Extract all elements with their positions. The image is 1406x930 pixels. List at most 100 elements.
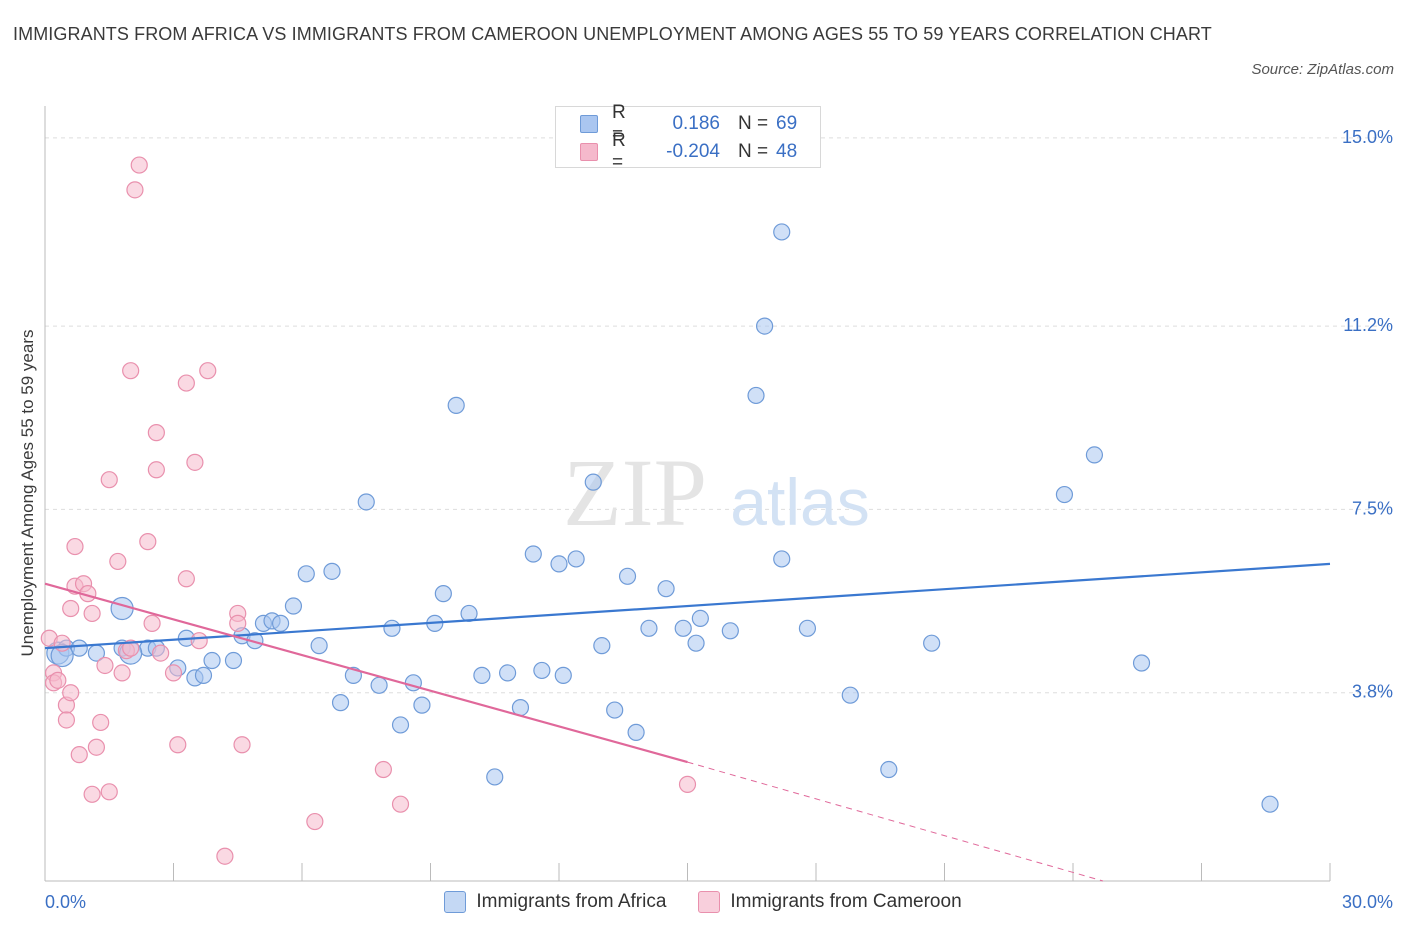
legend-n-label: N = bbox=[738, 141, 769, 162]
africa-point bbox=[391, 716, 410, 734]
africa-point bbox=[674, 619, 692, 637]
cameroon-point bbox=[233, 736, 251, 754]
legend-swatch-africa bbox=[580, 115, 598, 133]
cameroon-point bbox=[122, 362, 140, 380]
legend-n-value: 48 bbox=[776, 141, 798, 162]
cameroon-point bbox=[49, 671, 67, 689]
chart-title: IMMIGRANTS FROM AFRICA VS IMMIGRANTS FRO… bbox=[13, 24, 1212, 44]
legend-r-label: R = bbox=[612, 102, 626, 145]
cameroon-point bbox=[147, 461, 165, 479]
cameroon-point bbox=[143, 614, 161, 632]
y-tick-label: 11.2% bbox=[1343, 315, 1393, 335]
cameroon-point bbox=[177, 374, 195, 392]
africa-point bbox=[370, 676, 388, 694]
africa-point bbox=[473, 666, 491, 684]
africa-point bbox=[460, 604, 478, 623]
africa-point bbox=[841, 686, 859, 704]
y-tick-label: 15.0% bbox=[1342, 127, 1393, 147]
cameroon-point bbox=[391, 795, 410, 813]
cameroon-point bbox=[169, 736, 187, 754]
legend-item-cameroon[interactable]: Immigrants from Cameroon bbox=[698, 891, 962, 913]
africa-point bbox=[194, 666, 213, 684]
x-tick-label: 0.0% bbox=[45, 892, 86, 912]
cameroon-point bbox=[113, 664, 131, 682]
cameroon-point bbox=[83, 785, 101, 803]
africa-point bbox=[554, 666, 572, 684]
watermark-atlas: atlas bbox=[730, 465, 869, 539]
africa-point bbox=[747, 386, 765, 405]
cameroon-point bbox=[109, 552, 127, 571]
africa-point bbox=[773, 223, 791, 241]
africa-point bbox=[224, 651, 243, 670]
cameroon-point bbox=[374, 760, 392, 779]
africa-point bbox=[447, 396, 465, 414]
cameroon-point bbox=[57, 711, 76, 729]
africa-point bbox=[1261, 795, 1279, 813]
cameroon-point bbox=[229, 614, 247, 632]
stats-legend: R = 0.186 N = 69 R = -0.204 N = 48 bbox=[555, 102, 821, 173]
cameroon-point bbox=[100, 783, 118, 801]
africa-point bbox=[310, 637, 328, 655]
cameroon-point bbox=[190, 632, 208, 650]
africa-point bbox=[413, 696, 431, 714]
africa-point bbox=[657, 580, 675, 598]
africa-point bbox=[880, 760, 898, 779]
series-legend: Immigrants from Africa Immigrants from C… bbox=[0, 888, 1406, 916]
legend-swatch-africa bbox=[444, 891, 467, 913]
africa-point bbox=[533, 661, 551, 680]
africa-point bbox=[297, 565, 315, 583]
cameroon-point bbox=[147, 424, 165, 442]
africa-point bbox=[284, 597, 303, 615]
trendlines bbox=[44, 562, 1331, 882]
cameroon-point bbox=[66, 537, 84, 556]
africa-point bbox=[550, 555, 568, 573]
africa-point bbox=[721, 622, 739, 640]
africa-point bbox=[486, 768, 504, 786]
series-cameroon bbox=[40, 156, 697, 865]
africa-point bbox=[1132, 654, 1151, 672]
africa-point bbox=[798, 619, 817, 637]
trendline-africa bbox=[44, 562, 1331, 650]
watermark: ZIP atlas bbox=[563, 439, 870, 546]
y-axis-label: Unemployment Among Ages 55 to 59 years bbox=[18, 330, 37, 657]
cameroon-point bbox=[186, 453, 204, 471]
legend-item-africa[interactable]: Immigrants from Africa bbox=[444, 891, 666, 913]
africa-point bbox=[524, 545, 542, 563]
africa-point bbox=[584, 473, 602, 491]
cameroon-point bbox=[83, 604, 101, 623]
axes bbox=[44, 106, 1331, 882]
legend-n-label: N = bbox=[738, 113, 769, 134]
africa-point bbox=[323, 562, 341, 580]
legend-swatch-cameroon bbox=[580, 143, 598, 161]
cameroon-point bbox=[139, 533, 157, 551]
source-label: Source: ZipAtlas.com bbox=[1251, 61, 1394, 78]
legend-row-africa: R = 0.186 N = 69 bbox=[580, 102, 797, 145]
cameroon-point bbox=[216, 847, 234, 865]
africa-point bbox=[1085, 446, 1104, 464]
africa-point bbox=[203, 651, 221, 670]
legend-r-label: R = bbox=[612, 130, 626, 173]
africa-point bbox=[687, 634, 705, 652]
africa-point bbox=[567, 550, 585, 568]
cameroon-point bbox=[62, 599, 80, 618]
legend-label-cameroon: Immigrants from Cameroon bbox=[730, 891, 962, 912]
africa-point bbox=[606, 701, 624, 719]
cameroon-point bbox=[678, 775, 697, 793]
africa-point bbox=[110, 596, 134, 621]
africa-point bbox=[593, 637, 611, 655]
cameroon-point bbox=[70, 746, 88, 764]
cameroon-point bbox=[306, 812, 324, 831]
legend-r-value: -0.204 bbox=[666, 141, 720, 162]
africa-point bbox=[271, 614, 290, 632]
cameroon-point bbox=[100, 471, 118, 489]
cameroon-point bbox=[130, 156, 148, 174]
africa-point bbox=[755, 317, 774, 335]
legend-row-cameroon: R = -0.204 N = 48 bbox=[580, 130, 798, 173]
africa-point bbox=[618, 567, 637, 585]
x-tick-label: 30.0% bbox=[1342, 892, 1393, 912]
africa-point bbox=[1055, 485, 1074, 504]
y-tick-label: 3.8% bbox=[1352, 682, 1393, 702]
africa-point bbox=[691, 609, 709, 628]
cameroon-point bbox=[62, 684, 80, 702]
